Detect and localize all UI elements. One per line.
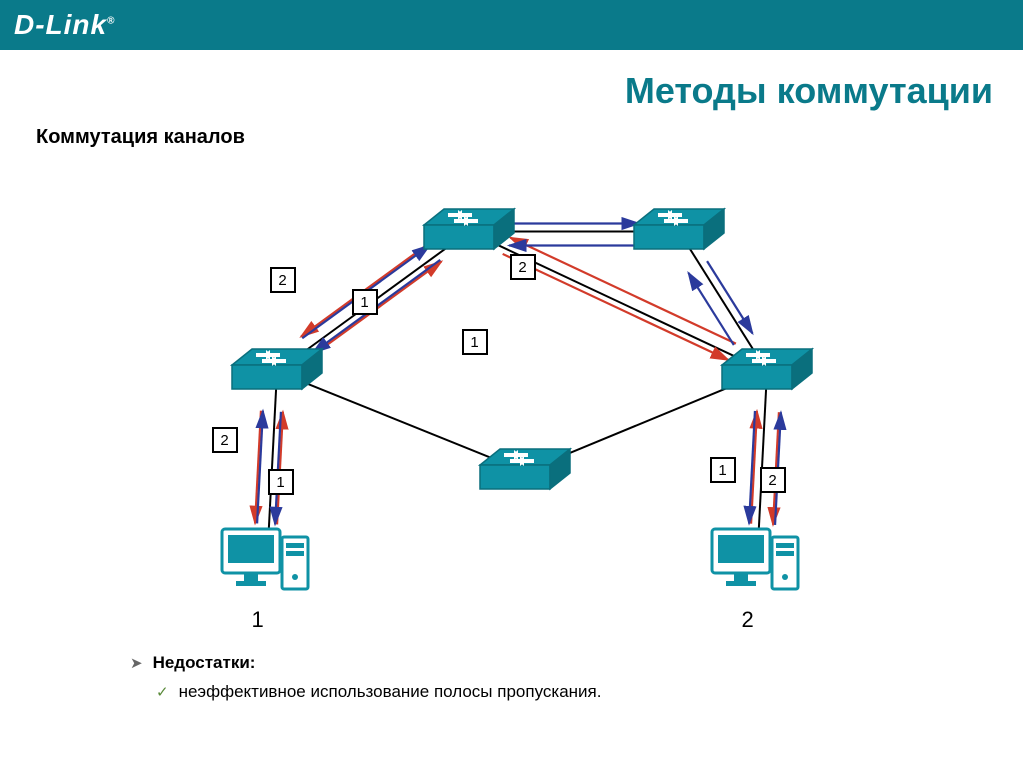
diagram-svg [162,159,862,639]
path-label: 1 [462,329,488,355]
footer-heading: Недостатки: [153,649,256,678]
path-label: 2 [212,427,238,453]
endpoint-label: 1 [252,607,264,633]
brand-text: D-Link [14,9,107,40]
path-label: 1 [352,289,378,315]
switch-icon [480,449,570,489]
switch-icon [424,209,514,249]
section-subtitle: Коммутация каналов [0,112,1023,149]
switch-icon [232,349,322,389]
network-diagram: 2121211212 [162,159,862,639]
path-label: 1 [268,469,294,495]
path-label: 2 [270,267,296,293]
path-label: 2 [510,254,536,280]
endpoint-label: 2 [742,607,754,633]
footer-notes: ➤ Недостатки: ✓ неэффективное использова… [0,639,1023,707]
switch-icon [634,209,724,249]
footer-heading-row: ➤ Недостатки: [130,649,1023,678]
computer-icon [712,529,798,589]
check-icon: ✓ [156,680,169,706]
footer-item: неэффективное использование полосы пропу… [179,678,602,707]
footer-item-row: ✓ неэффективное использование полосы про… [130,678,1023,707]
path-label: 2 [760,467,786,493]
trademark: ® [107,16,115,27]
computer-icon [222,529,308,589]
bullet-arrow-icon: ➤ [130,651,143,677]
path-label: 1 [710,457,736,483]
switch-icon [722,349,812,389]
page-title: Методы коммутации [0,50,1023,112]
brand-header: D-Link® [0,0,1023,50]
brand-logo: D-Link® [14,9,115,41]
